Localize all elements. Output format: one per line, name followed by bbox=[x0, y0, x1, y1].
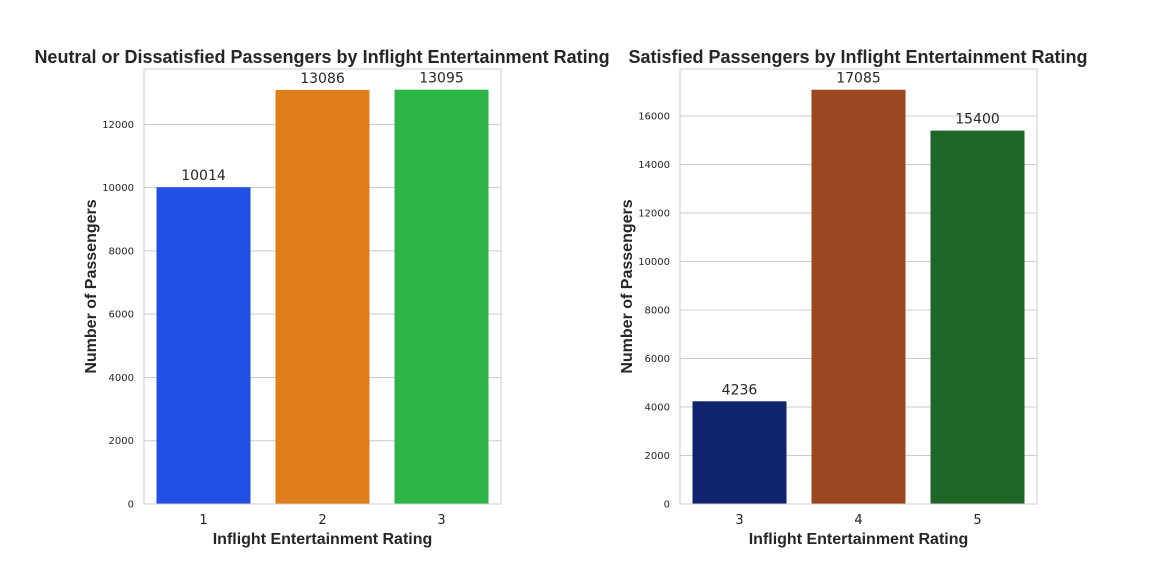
chart-1-plot-frame bbox=[143, 68, 502, 505]
chart-2-ytick-label: 8000 bbox=[645, 306, 670, 317]
chart-2-data-label: 17085 bbox=[836, 71, 881, 87]
chart-1-xlabel: Inflight Entertainment Rating bbox=[213, 531, 433, 548]
chart-2-xtick-label: 5 bbox=[973, 513, 981, 528]
chart-2-ytick-label: 0 bbox=[664, 500, 670, 511]
chart-2-xtick-label: 4 bbox=[854, 513, 862, 528]
chart-2-ytick-label: 2000 bbox=[645, 451, 670, 462]
chart-1-data-label: 10014 bbox=[181, 168, 226, 184]
chart-1-ytick-label: 8000 bbox=[109, 246, 134, 257]
chart-1-ytick-label: 10000 bbox=[102, 183, 134, 194]
chart-2-bar bbox=[930, 130, 1025, 504]
chart-1-ytick-label: 0 bbox=[128, 500, 134, 511]
chart-1-bar bbox=[275, 90, 370, 505]
chart-2-ytick-label: 4000 bbox=[645, 403, 670, 414]
chart-1-bar bbox=[394, 89, 489, 505]
chart-1-ylabel: Number of Passengers bbox=[83, 199, 100, 373]
chart-2-bar bbox=[692, 401, 787, 504]
chart-1-ytick-label: 6000 bbox=[109, 310, 134, 321]
chart-2-xtick-label: 3 bbox=[735, 513, 743, 528]
chart-2-ytick-label: 12000 bbox=[638, 209, 670, 220]
chart-1-ytick-label: 4000 bbox=[109, 373, 134, 384]
chart-2-ytick-label: 14000 bbox=[638, 160, 670, 171]
chart-1-xtick-label: 2 bbox=[318, 513, 326, 528]
chart-2-ytick-label: 6000 bbox=[645, 354, 670, 365]
chart-2-bar bbox=[811, 89, 906, 505]
chart-2-ytick-label: 10000 bbox=[638, 257, 670, 268]
chart-2-ylabel: Number of Passengers bbox=[619, 199, 636, 373]
chart-2-xlabel: Inflight Entertainment Rating bbox=[749, 531, 969, 548]
chart-1-bar bbox=[156, 187, 251, 504]
chart-1-ytick-label: 2000 bbox=[109, 436, 134, 447]
chart-2-plot-frame bbox=[679, 68, 1038, 505]
chart-1-data-label: 13095 bbox=[419, 71, 464, 87]
chart-1-ytick-label: 12000 bbox=[102, 120, 134, 131]
chart-2-data-label: 15400 bbox=[955, 112, 1000, 128]
chart-2-title: Satisfied Passengers by Inflight Enterta… bbox=[628, 47, 1087, 67]
chart-1-title: Neutral or Dissatisfied Passengers by In… bbox=[34, 47, 609, 67]
chart-2-ytick-label: 16000 bbox=[638, 112, 670, 123]
chart-1-xtick-label: 1 bbox=[199, 513, 207, 528]
chart-2-data-label: 4236 bbox=[722, 382, 758, 398]
chart-1-data-label: 13086 bbox=[300, 71, 345, 87]
chart-1-xtick-label: 3 bbox=[437, 513, 445, 528]
